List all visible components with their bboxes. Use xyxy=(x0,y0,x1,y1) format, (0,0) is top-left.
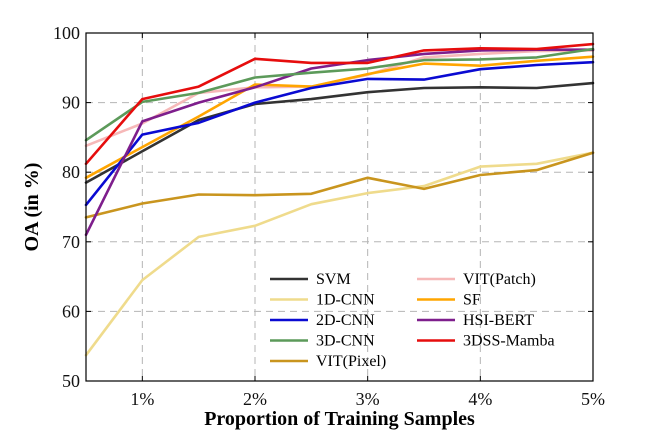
legend-label-vit-pixel: VIT(Pixel) xyxy=(316,353,386,370)
series-line-hsi-bert xyxy=(84,48,595,237)
plot-area-frame xyxy=(85,32,594,382)
x-tick-label: 1% xyxy=(130,389,154,409)
y-axis-title: OA (in %) xyxy=(21,163,43,252)
y-tick-label: 90 xyxy=(62,93,80,113)
legend-label-hsi-bert: HSI-BERT xyxy=(463,312,534,329)
axis-ticks: 50 60 70 80 90 100 1% 2% 3% 4% 5% xyxy=(53,23,605,409)
legend-label-sf: SF xyxy=(463,292,481,309)
legend: SVM 1D-CNN 2D-CNN 3D-CNN VIT(Pixel) VIT(Patch… xyxy=(270,271,555,370)
x-axis-title: Proportion of Training Samples xyxy=(204,408,475,430)
series-line-3d-cnn xyxy=(84,47,595,142)
legend-label-1d-cnn: 1D-CNN xyxy=(316,292,375,309)
x-tick-label: 5% xyxy=(581,389,605,409)
series-line-3dss-mamba xyxy=(84,42,595,166)
legend-label-vit-patch: VIT(Patch) xyxy=(463,271,536,288)
y-tick-label: 50 xyxy=(62,371,80,391)
x-tick-label: 3% xyxy=(356,389,380,409)
x-tick-label: 4% xyxy=(468,389,492,409)
y-tick-label: 70 xyxy=(62,232,80,252)
series-lines xyxy=(84,42,595,357)
legend-label-2d-cnn: 2D-CNN xyxy=(316,312,375,329)
series-line-svm xyxy=(84,81,595,184)
series-line-1d-cnn xyxy=(84,151,595,357)
x-tick-label: 2% xyxy=(243,389,267,409)
series-line-vit-pixel xyxy=(84,151,595,219)
series-line-sf xyxy=(84,55,595,180)
legend-label-svm: SVM xyxy=(316,271,351,288)
legend-label-3dss-mamba: 3DSS-Mamba xyxy=(463,333,555,350)
legend-label-3d-cnn: 3D-CNN xyxy=(316,333,375,350)
grid xyxy=(86,33,593,381)
series-line-2d-cnn xyxy=(84,60,595,207)
y-tick-label: 60 xyxy=(62,301,80,321)
y-tick-label: 100 xyxy=(53,23,80,43)
y-tick-label: 80 xyxy=(62,162,80,182)
